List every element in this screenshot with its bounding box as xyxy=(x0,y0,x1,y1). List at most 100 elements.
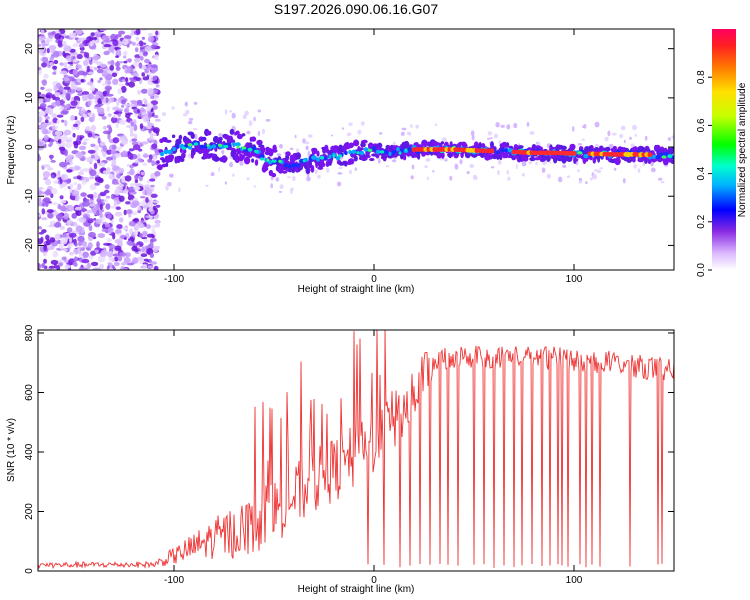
noise-blob xyxy=(147,123,154,127)
scatter-dot xyxy=(185,109,190,115)
noise-blob xyxy=(72,248,81,255)
noise-blob xyxy=(84,168,89,173)
scatter-dot xyxy=(392,159,397,163)
ridge-band-blob xyxy=(241,133,246,137)
scatter-dot xyxy=(257,109,262,113)
noise-blob xyxy=(45,119,49,123)
noise-blob xyxy=(150,184,155,188)
noise-blob xyxy=(41,79,48,86)
scatter-dot xyxy=(248,120,253,127)
ridge-core-blob xyxy=(295,163,301,168)
ridge-highlight-blob xyxy=(332,154,336,158)
colorbar-tick-label: 0.2 xyxy=(696,214,707,228)
noise-blob xyxy=(59,195,64,200)
noise-blob xyxy=(102,221,107,225)
noise-blob xyxy=(56,114,64,118)
noise-blob xyxy=(68,232,77,238)
noise-blob xyxy=(106,238,113,243)
y-tick-label: 20 xyxy=(24,43,35,55)
noise-blob xyxy=(52,125,56,131)
ridge-core-blob xyxy=(583,153,589,159)
colorbar-tick-label: 0.0 xyxy=(696,263,707,277)
ridge-band-blob xyxy=(256,139,263,146)
scatter-dot xyxy=(521,173,526,177)
noise-blob xyxy=(130,79,137,82)
noise-blob xyxy=(150,64,158,69)
noise-blob xyxy=(65,205,71,209)
noise-blob xyxy=(100,94,104,101)
ridge-band-blob xyxy=(644,158,648,164)
noise-blob xyxy=(77,235,85,243)
noise-blob xyxy=(107,60,111,65)
noise-blob xyxy=(48,143,52,148)
scatter-dot xyxy=(169,173,174,178)
ridge-band-blob xyxy=(402,154,407,161)
scatter-dot xyxy=(379,132,383,135)
scatter-dot xyxy=(253,185,257,188)
ridge-highlight-blob xyxy=(379,150,385,154)
scatter-dot xyxy=(585,181,588,185)
noise-blob xyxy=(57,40,63,47)
noise-blob xyxy=(101,162,105,167)
noise-blob xyxy=(92,55,100,61)
scatter-dot xyxy=(633,164,637,169)
noise-blob xyxy=(93,162,98,170)
y-tick-label: 0 xyxy=(24,568,35,574)
noise-blob xyxy=(134,179,139,183)
noise-blob xyxy=(106,214,112,219)
ridge-core-blob xyxy=(160,151,164,157)
ridge-band-blob xyxy=(670,159,674,164)
strong-amplitude-blob xyxy=(647,152,653,158)
ridge-band-blob xyxy=(204,148,210,154)
ridge-core-blob xyxy=(663,152,669,157)
scatter-dot xyxy=(253,116,256,122)
ridge-highlight-blob xyxy=(278,159,282,163)
noise-blob xyxy=(116,146,123,150)
strong-amplitude-blob xyxy=(571,151,577,156)
noise-blob xyxy=(148,128,152,134)
noise-blob xyxy=(152,76,157,81)
noise-blob xyxy=(121,104,125,108)
noise-blob xyxy=(80,247,86,252)
noise-blob xyxy=(117,183,124,188)
noise-blob xyxy=(93,135,100,139)
noise-blob xyxy=(154,171,161,177)
scatter-dot xyxy=(426,176,429,181)
noise-blob xyxy=(78,171,84,176)
ridge-band-blob xyxy=(190,132,195,139)
noise-blob xyxy=(46,209,54,214)
noise-blob xyxy=(114,211,123,217)
noise-blob xyxy=(80,51,85,54)
spectrogram-ylabel: Frequency (Hz) xyxy=(6,116,17,185)
noise-blob xyxy=(51,113,57,118)
noise-blob xyxy=(106,87,110,95)
noise-blob xyxy=(111,182,120,185)
scatter-dot xyxy=(194,133,198,140)
ridge-core-blob xyxy=(363,147,369,152)
noise-blob xyxy=(149,132,154,138)
noise-blob xyxy=(49,154,53,160)
noise-blob xyxy=(76,134,81,142)
scatter-dot xyxy=(634,133,637,137)
noise-blob xyxy=(128,228,133,234)
scatter-dot xyxy=(279,184,284,190)
noise-blob xyxy=(142,98,147,102)
noise-blob xyxy=(120,140,128,145)
scatter-dot xyxy=(184,101,188,107)
noise-blob xyxy=(87,132,93,138)
ridge-band-blob xyxy=(440,141,445,145)
scatter-dot xyxy=(400,131,405,136)
scatter-dot xyxy=(487,137,490,140)
scatter-dot xyxy=(613,167,617,171)
noise-blob xyxy=(45,234,50,241)
scatter-dot xyxy=(193,101,198,105)
scatter-dot xyxy=(546,173,551,179)
noise-blob xyxy=(118,30,126,35)
noise-blob xyxy=(135,29,141,35)
noise-blob xyxy=(111,159,117,165)
noise-blob xyxy=(94,153,99,161)
snr-marks xyxy=(38,330,674,570)
noise-blob xyxy=(72,69,78,75)
noise-blob xyxy=(115,55,119,58)
noise-blob xyxy=(38,263,41,270)
